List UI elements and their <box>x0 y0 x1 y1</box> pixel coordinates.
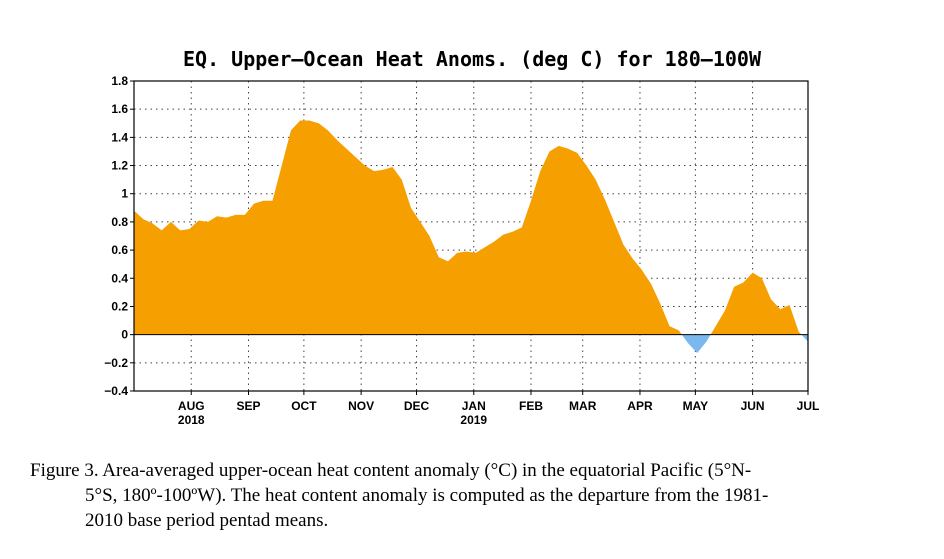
y-tick-label: 0.4 <box>111 271 128 285</box>
x-tick-label: DEC <box>404 399 430 413</box>
y-tick-label: 1 <box>121 187 128 201</box>
y-tick-label: −0.2 <box>104 356 128 370</box>
y-tick-label: 0.6 <box>111 243 128 257</box>
chart-title: EQ. Upper—Ocean Heat Anoms. (deg C) for … <box>183 47 762 71</box>
x-tick-label: FEB <box>519 399 543 413</box>
plot-frame <box>133 80 809 392</box>
y-tick-label: −0.4 <box>104 384 128 398</box>
y-tick-label: 0.8 <box>111 215 128 229</box>
heat-anomaly-chart: EQ. Upper—Ocean Heat Anoms. (deg C) for … <box>104 47 819 427</box>
x-tick-label: MAY <box>683 399 709 413</box>
x-tick-label: NOV <box>348 399 374 413</box>
caption-line-1: Figure 3. Area-averaged upper-ocean heat… <box>30 460 752 481</box>
y-tick-label: 0 <box>121 328 128 342</box>
y-tick-label: 1.8 <box>111 74 128 88</box>
y-tick-label: 1.2 <box>111 159 128 173</box>
x-tick-year-label: 2018 <box>178 413 205 427</box>
x-tick-label: MAR <box>569 399 597 413</box>
x-tick-label: APR <box>627 399 653 413</box>
x-tick-label: SEP <box>236 399 260 413</box>
y-tick-label: 0.2 <box>111 299 128 313</box>
y-tick-label: 1.4 <box>111 130 128 144</box>
y-tick-label: 1.6 <box>111 102 128 116</box>
figure-caption: Figure 3. Area-averaged upper-ocean heat… <box>30 458 920 533</box>
caption-line-3: 2010 base period pentad means. <box>85 510 329 531</box>
positive-anomaly-area <box>134 120 808 335</box>
area-series <box>134 120 808 353</box>
negative-anomaly-area <box>134 334 808 353</box>
caption-line-2: 5°S, 180º-100ºW). The heat content anoma… <box>85 485 769 506</box>
x-tick-label: OCT <box>291 399 317 413</box>
y-axis-ticks: 1.8 1.6 1.4 1.2 1 0.8 0.6 0.4 0.2 0 −0.2 −0.4 <box>104 74 134 398</box>
x-tick-year-label: 2019 <box>460 413 487 427</box>
x-tick-label: AUG <box>178 399 205 413</box>
x-tick-label: JUN <box>741 399 765 413</box>
x-tick-label: JUL <box>797 399 820 413</box>
x-tick-label: JAN <box>462 399 486 413</box>
